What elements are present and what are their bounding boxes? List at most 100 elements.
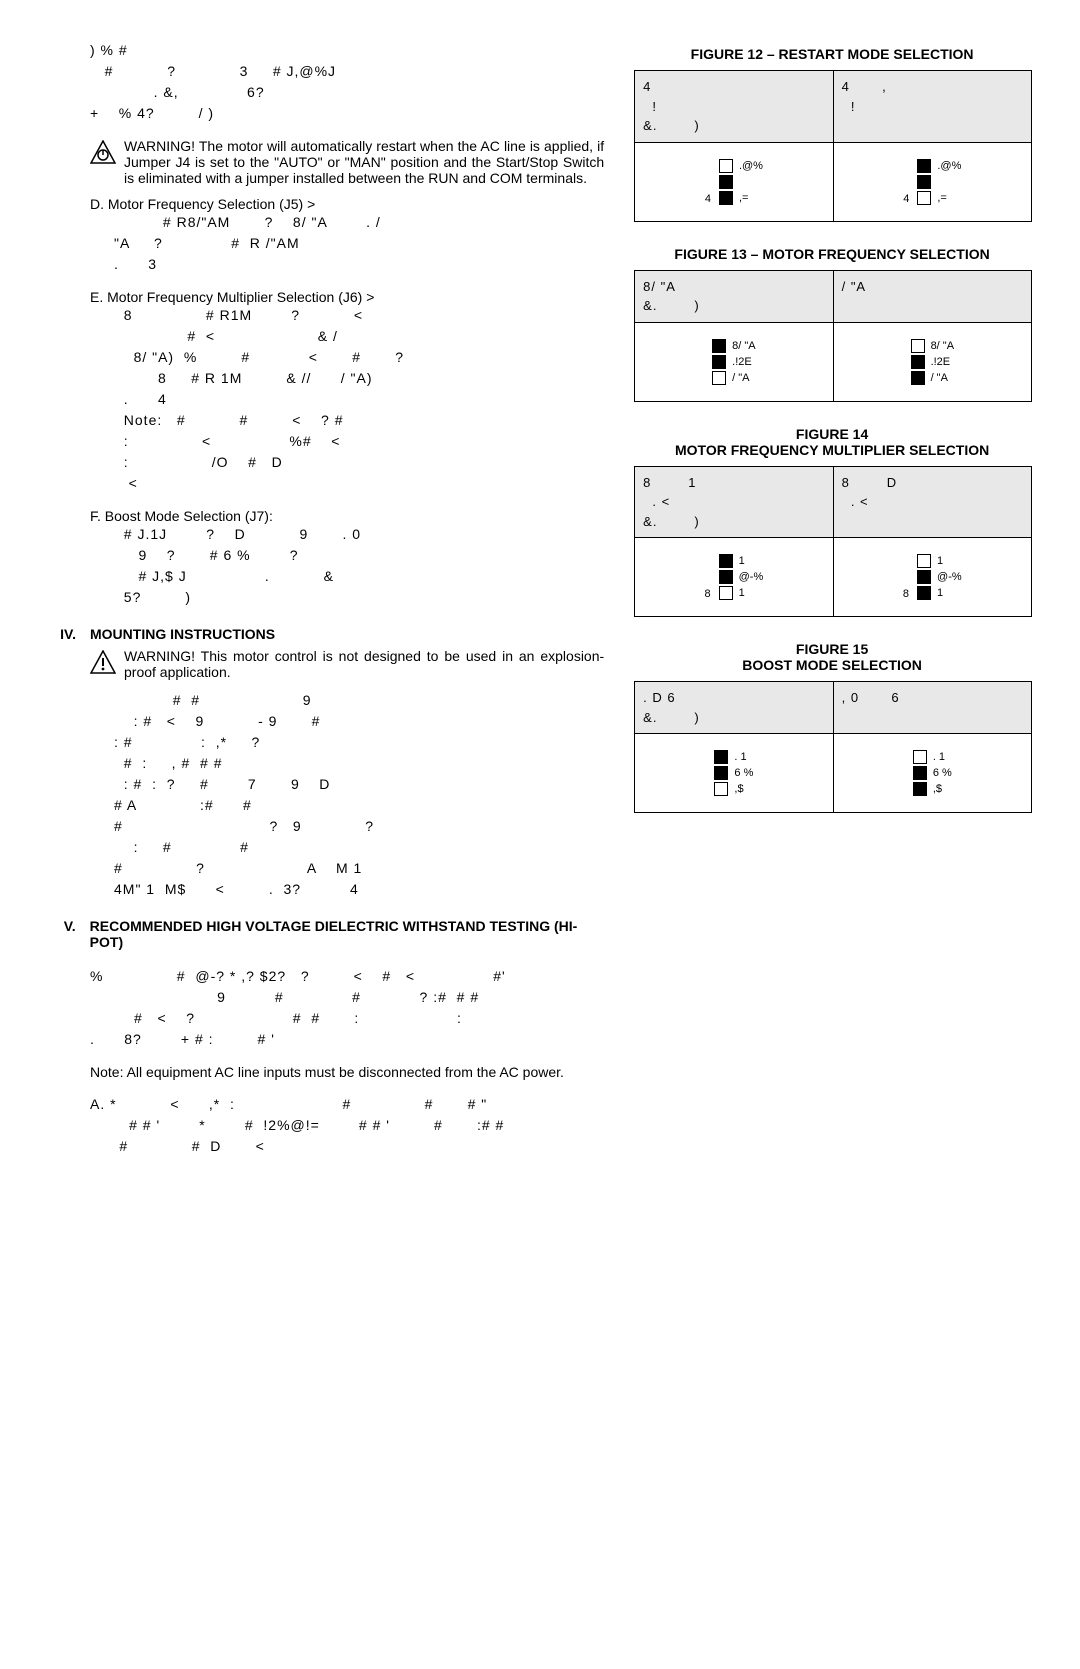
section-v: V. RECOMMENDED HIGH VOLTAGE DIELECTRIC W… [50,918,604,950]
pin-label: ,$ [734,783,753,795]
jumper-pin [913,782,927,796]
pin-label: ,= [739,192,763,204]
jumper-pin [911,371,925,385]
pin-label: .!2E [732,356,755,368]
jumper-pin [719,159,733,173]
fig12-header-left: 4 ! &. ) [635,71,833,142]
fig15-title: FIGURE 15 BOOST MODE SELECTION [634,641,1030,673]
pin-label: 6 % [933,767,952,779]
section-e-title: E. Motor Frequency Multiplier Selection … [90,289,604,305]
warning-row-1: WARNING! The motor will automatically re… [90,138,604,186]
section-iv: IV. MOUNTING INSTRUCTIONS [50,626,604,642]
fig12-header-right: 4 , ! [834,71,1031,142]
fig12-title: FIGURE 12 – RESTART MODE SELECTION [634,46,1030,62]
fig14-cell-left: 8 1 @-% 1 [635,538,833,616]
pin-label: .@% [739,160,763,172]
jumper-pin [719,570,733,584]
fig13-header-right: / "A [834,271,1031,322]
hipot-body: % # @-? * ,? $2? ? < # < #' 9 # # ? :# #… [90,966,1030,1050]
fig15-header-right: , 0 6 [834,682,1031,733]
jumper-pin [714,766,728,780]
section-d-title: D. Motor Frequency Selection (J5) > [90,196,604,212]
jumper-pin [714,782,728,796]
fig12-left-label: 4 [705,193,711,205]
fig12-cell-right: 4 .@% ,= [834,143,1031,221]
jumper-pin [913,750,927,764]
jumper-pin [712,371,726,385]
fig12-left-label: 4 [903,193,909,205]
pin-label: ,= [937,192,961,204]
section-v-title: RECOMMENDED HIGH VOLTAGE DIELECTRIC WITH… [90,918,605,950]
restart-warning-icon [90,138,116,167]
jumper-pin [911,339,925,353]
fig13-cell-right: 8/ "A .!2E / "A [834,323,1031,401]
jumper-pin [917,175,931,189]
section-e-body: 8 # R1M ? < # < & / 8/ "A) % # < # ? 8 #… [114,305,604,494]
jumper-pin [913,766,927,780]
jumper-pin [917,191,931,205]
jumper-pin [712,355,726,369]
right-column: FIGURE 12 – RESTART MODE SELECTION 4 ! &… [634,40,1030,950]
jumper-pin [917,586,931,600]
pin-label: 8/ "A [931,340,954,352]
warning-row-2: WARNING! This motor control is not desig… [90,648,604,680]
pin-label: 6 % [734,767,753,779]
section-iv-title: MOUNTING INSTRUCTIONS [90,626,275,642]
fig15-header-left: . D 6 &. ) [635,682,833,733]
jumper-pin [714,750,728,764]
fig13-cell-left: 8/ "A .!2E / "A [635,323,833,401]
pin-label: . 1 [734,751,753,763]
fig15-cell-right: . 1 6 % ,$ [834,734,1031,812]
jumper-pin [911,355,925,369]
fig13-header-left: 8/ "A &. ) [635,271,833,322]
pin-label: / "A [931,372,954,384]
jumper-pin [719,191,733,205]
jumper-pin [917,570,931,584]
pin-label: .!2E [931,356,954,368]
fig13-title: FIGURE 13 – MOTOR FREQUENCY SELECTION [634,246,1030,262]
fig12-cell-left: 4 .@% ,= [635,143,833,221]
pin-label: 8/ "A [732,340,755,352]
full-width-section: % # @-? * ,? $2? ? < # < #' 9 # # ? :# #… [50,966,1030,1157]
fig14-left-label: 8 [705,588,711,600]
pin-label: 1 [937,587,962,599]
section-f-body: # J.1J ? D 9 . 0 9 ? # 6 % ? # J,$ J . &… [114,524,604,608]
pin-label: .@% [937,160,961,172]
fig15-cell-left: . 1 6 % ,$ [635,734,833,812]
roman-iv: IV. [50,626,76,642]
left-column: ) % # # ? 3 # J,@%J . &, 6? + % 4? / ) W… [50,40,604,950]
jumper-pin [719,554,733,568]
pin-label: . 1 [933,751,952,763]
warning-1-text: WARNING! The motor will automatically re… [124,138,604,186]
pin-label: 1 [739,587,764,599]
explosion-warning-icon [90,648,116,677]
figure-14: 8 1 . < &. ) 8 D . < 8 [634,466,1032,618]
warning-2-text: WARNING! This motor control is not desig… [124,648,604,680]
pin-label: 1 [739,555,764,567]
section-a-body: A. * < ,* : # # # " # # ' * # !2%@!= # #… [90,1094,1030,1157]
fig14-header-left: 8 1 . < &. ) [635,467,833,538]
jumper-pin [917,554,931,568]
figure-13: 8/ "A &. ) / "A 8/ "A .!2E [634,270,1032,402]
pin-label: 1 [937,555,962,567]
pin-label: / "A [732,372,755,384]
fig14-cell-right: 8 1 @-% 1 [834,538,1031,616]
pin-label: @-% [937,571,962,583]
page-columns: ) % # # ? 3 # J,@%J . &, 6? + % 4? / ) W… [50,40,1030,950]
garbled-top: ) % # # ? 3 # J,@%J . &, 6? + % 4? / ) [90,40,604,124]
jumper-pin [712,339,726,353]
pin-label: ,$ [933,783,952,795]
section-d-body: # R8/"AM ? 8/ "A . / "A ? # R /"AM . 3 [114,212,604,275]
section-f-title: F. Boost Mode Selection (J7): [90,508,604,524]
figure-15: . D 6 &. ) , 0 6 . 1 6 % [634,681,1032,813]
fig14-header-right: 8 D . < [834,467,1031,538]
roman-v: V. [50,918,76,950]
pin-label: @-% [739,571,764,583]
jumper-pin [719,586,733,600]
fig14-left-label: 8 [903,588,909,600]
jumper-pin [917,159,931,173]
fig14-title: FIGURE 14 MOTOR FREQUENCY MULTIPLIER SEL… [634,426,1030,458]
hipot-note: Note: All equipment AC line inputs must … [90,1064,1030,1080]
jumper-pin [719,175,733,189]
figure-12: 4 ! &. ) 4 , ! 4 .@% [634,70,1032,222]
